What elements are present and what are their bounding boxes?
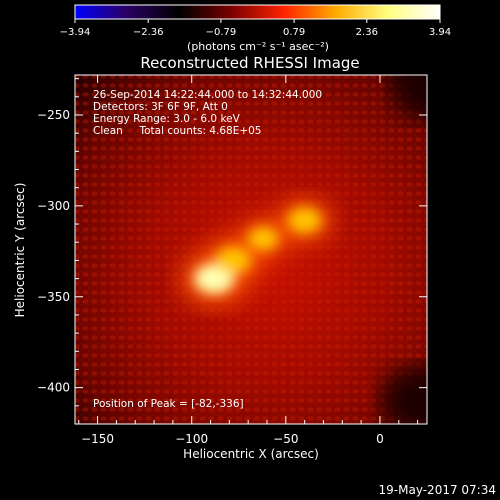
info-line-energy: Energy Range: 3.0 - 6.0 keV bbox=[93, 113, 241, 125]
y-tick-label: −350 bbox=[37, 290, 70, 304]
peak-position-label: Position of Peak = [-82,-336] bbox=[93, 398, 244, 410]
y-axis: −250 −300 −350 −400 bbox=[37, 78, 427, 407]
info-line-detectors: Detectors: 3F 6F 9F, Att 0 bbox=[93, 101, 228, 113]
colorbar-tick-label: −2.36 bbox=[133, 27, 164, 38]
colorbar-tick-label: −3.94 bbox=[60, 27, 91, 38]
colorbar-ticks: −3.94 −2.36 −0.79 0.79 2.36 3.94 bbox=[60, 19, 451, 38]
colorbar-tick-label: 2.36 bbox=[356, 27, 378, 38]
colorbar: −3.94 −2.36 −0.79 0.79 2.36 3.94 (photons cm⁻… bbox=[60, 4, 451, 53]
y-tick-label: −250 bbox=[37, 108, 70, 122]
y-tick-label: −400 bbox=[37, 381, 70, 395]
source-core-group bbox=[194, 207, 322, 294]
colorbar-strip bbox=[74, 4, 441, 20]
x-axis: −150 −100 −50 0 bbox=[78, 75, 419, 446]
dark-corner-br bbox=[380, 365, 427, 424]
heatmap-image bbox=[75, 75, 427, 424]
plot-frame bbox=[74, 74, 428, 425]
info-block: 26-Sep-2014 14:22:44.000 to 14:32:44.000… bbox=[93, 89, 322, 137]
x-tick-label: 0 bbox=[376, 432, 384, 446]
x-axis-label: Heliocentric X (arcsec) bbox=[183, 447, 319, 461]
info-line-counts: Clean Total counts: 4.68E+05 bbox=[93, 125, 262, 137]
source-core bbox=[287, 207, 322, 234]
colorbar-unit-label: (photons cm⁻² s⁻¹ asec⁻²) bbox=[187, 40, 329, 53]
colorbar-tick-label: −0.79 bbox=[206, 27, 237, 38]
x-tick-label: −100 bbox=[175, 432, 208, 446]
x-tick-label: −50 bbox=[273, 432, 298, 446]
source-core bbox=[215, 247, 251, 274]
colorbar-tick-label: 3.94 bbox=[429, 27, 451, 38]
y-axis-label: Heliocentric Y (arcsec) bbox=[13, 183, 27, 318]
dark-corner-tr bbox=[390, 75, 427, 120]
colorbar-tick-label: 0.79 bbox=[283, 27, 305, 38]
info-line-time: 26-Sep-2014 14:22:44.000 to 14:32:44.000 bbox=[93, 89, 322, 101]
y-tick-label: −300 bbox=[37, 199, 70, 213]
chart-title: Reconstructed RHESSI Image bbox=[140, 54, 359, 72]
x-tick-label: −150 bbox=[81, 432, 114, 446]
source-core bbox=[248, 227, 279, 250]
footer-timestamp: 19-May-2017 07:34 bbox=[379, 483, 496, 497]
